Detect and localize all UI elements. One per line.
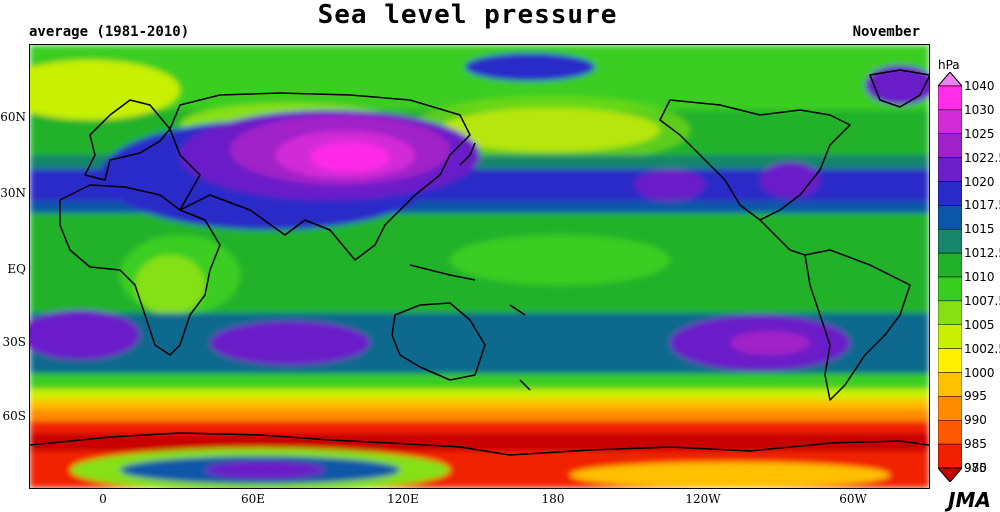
legend-level-label: 1020 [964,174,995,189]
legend-swatch [938,157,962,182]
legend-level-label: 1012.5 [964,246,1000,261]
legend-level-label: 1015 [964,222,995,237]
legend-level-label: 1007.5 [964,293,1000,308]
lon-label-60w: 60W [839,492,867,506]
legend-swatch [938,109,962,134]
legend-level-label: 975 [964,461,987,475]
lat-label-60n: 60N [0,110,26,124]
pressure-field [30,45,929,488]
legend-swatch [938,443,962,469]
month-subtitle: November [852,24,920,40]
legend-swatch [938,85,962,111]
legend-level-label: 985 [964,437,987,452]
legend-swatch [938,181,962,206]
legend-bottom-triangle [938,467,962,482]
legend-level-label: 1005 [964,317,995,332]
lon-label-0: 0 [99,492,107,506]
lat-label-30n: 30N [0,186,26,200]
pressure-map [29,44,930,489]
legend-level-label: 1025 [964,126,995,141]
legend-level-label: 1030 [964,102,995,117]
legend-level-label: 1000 [964,365,995,380]
legend-level-label: 990 [964,413,987,428]
legend-top-triangle [938,72,962,87]
period-subtitle: average (1981-2010) [29,24,190,40]
legend-swatch [938,133,962,158]
legend-level-label: 980 [964,461,987,475]
legend-swatch [938,205,962,230]
legend-level-label: 1002.5 [964,341,1000,356]
legend-swatch [938,348,962,373]
legend-level-label: 1010 [964,270,995,284]
legend-level-label: 995 [964,389,987,404]
legend-swatch [938,420,962,445]
legend-level-label: 1040 [964,79,995,93]
legend-swatch [938,372,962,397]
color-legend [938,72,962,482]
legend-swatch [938,252,962,278]
legend-swatch [938,396,962,421]
legend-swatch [938,276,962,302]
lat-label-eq: EQ [7,262,26,276]
lon-label-60e: 60E [240,492,266,506]
coastlines [30,69,929,456]
map-title: Sea level pressure [317,0,618,30]
lon-label-120e: 120E [387,492,419,506]
legend-level-label: 1017.5 [964,198,1000,213]
lat-label-60s: 60S [2,409,27,423]
legend-swatch [938,229,962,254]
jma-credit: JMA [948,488,991,512]
legend-swatch [938,300,962,325]
lon-label-120w: 120W [685,492,721,506]
legend-level-label: 1022.5 [964,150,1000,165]
legend-unit: hPa [938,58,960,72]
lon-label-180: 180 [541,492,565,506]
legend-swatch [938,324,962,349]
lat-label-30s: 30S [2,335,27,349]
